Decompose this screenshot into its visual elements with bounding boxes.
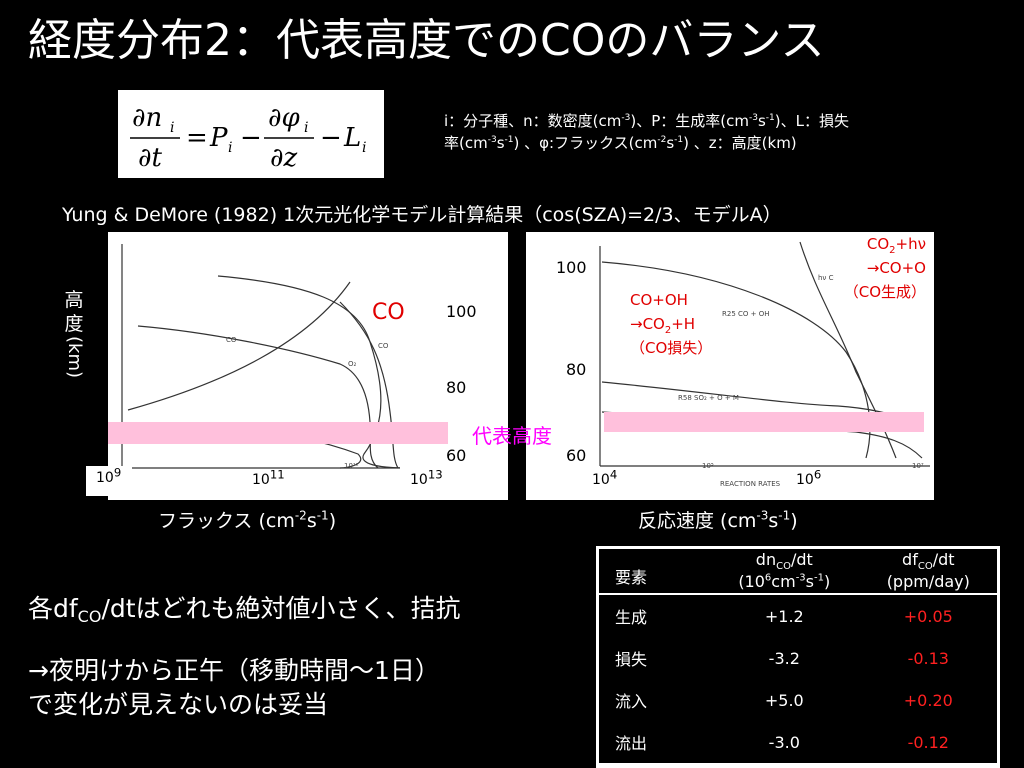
y-tick-80-right: 80 — [566, 360, 587, 379]
y-label-char-2: 度 — [64, 313, 84, 335]
header-dn: dnCO/dt (106cm-3s-1) — [738, 550, 831, 591]
svg-text:=: = — [186, 123, 208, 153]
svg-text:i: i — [304, 120, 308, 136]
svg-text:∂z: ∂z — [270, 143, 297, 173]
conclusion-line-2: →夜明けから正午（移動時間〜1日） — [28, 656, 440, 685]
x-tick-1e9: 109 — [96, 465, 122, 486]
row-df: -0.13 — [907, 648, 949, 668]
production-product: →CO+O — [866, 259, 926, 277]
row-dn: +5.0 — [764, 690, 804, 710]
representative-altitude-band-left — [108, 422, 448, 444]
row-dn: +1.2 — [764, 606, 804, 626]
y-tick-100-left: 100 — [446, 302, 506, 321]
continuity-equation: ∂n i ∂t = P i − ∂φ i ∂z − L i — [118, 90, 384, 178]
row-df: +0.05 — [903, 606, 953, 626]
definitions-line-1: i：分子種、n：数密度(cm-3)、P：生成率(cm-3s-1)、L：損失 — [444, 112, 849, 130]
svg-text:−: − — [320, 123, 342, 153]
svg-text:O₂: O₂ — [348, 360, 357, 368]
svg-text:R58 SO₂ + O + M: R58 SO₂ + O + M — [678, 394, 739, 402]
flux-plot-graphic: CO O₂ CO SO₂ 10¹² — [121, 244, 438, 470]
svg-text:CO: CO — [226, 336, 237, 344]
svg-text:−: − — [240, 123, 262, 153]
conclusion-line-1: 各dfCO/dtはどれも絶対値小さく、拮抗 — [28, 594, 461, 626]
loss-product: →CO2+H — [630, 315, 696, 336]
svg-text:10⁷: 10⁷ — [912, 462, 924, 470]
co-loss-annotation: CO+OH →CO2+H （CO損失） — [630, 288, 713, 360]
svg-text:∂t: ∂t — [138, 143, 162, 173]
table-row: 流入 +5.0 +0.20 — [599, 679, 997, 721]
svg-text:∂φ: ∂φ — [268, 103, 300, 133]
conclusion-line-3: で変化が見えないのは妥当 — [28, 690, 329, 719]
source-caption: Yung & DeMore (1982) 1次元光化学モデル計算結果（cos(S… — [62, 204, 782, 226]
loss-note: （CO損失） — [630, 339, 713, 357]
x-tick-1e6: 106 — [796, 467, 822, 488]
row-dn: -3.0 — [768, 732, 800, 752]
co-balance-table: 要素 dnCO/dt (106cm-3s-1) dfCO/dt (ppm/day) … — [596, 546, 1000, 768]
production-reaction: CO2+hν — [866, 235, 926, 256]
row-dn: -3.2 — [768, 648, 800, 668]
equation-graphic: ∂n i ∂t = P i − ∂φ i ∂z − L i — [130, 103, 366, 173]
y-label-char-1: 高 — [64, 289, 84, 311]
svg-text:L: L — [343, 123, 361, 153]
table-row: 損失 -3.2 -0.13 — [599, 637, 997, 679]
x-tick-box-left-1 — [86, 466, 132, 496]
svg-text:i: i — [362, 140, 366, 156]
variable-definitions: i：分子種、n：数密度(cm-3)、P：生成率(cm-3s-1)、L：損失 率(… — [444, 110, 964, 154]
row-name: 損失 — [615, 650, 648, 670]
production-note: （CO生成） — [843, 283, 926, 301]
header-df: dfCO/dt (ppm/day) — [886, 550, 970, 591]
y-tick-80-left: 80 — [446, 378, 506, 397]
y-tick-100-right: 100 — [556, 258, 587, 277]
altitude-axis-label: 高 度 (km) — [62, 288, 86, 378]
balance-table: 要素 dnCO/dt (106cm-3s-1) dfCO/dt (ppm/day) … — [599, 549, 997, 763]
co-species-label: CO — [372, 300, 405, 325]
table-header-row: 要素 dnCO/dt (106cm-3s-1) dfCO/dt (ppm/day) — [599, 549, 997, 594]
co-production-annotation: CO2+hν →CO+O （CO生成） — [834, 232, 926, 304]
svg-text:REACTION RATES: REACTION RATES — [720, 480, 781, 488]
x-tick-1e4: 104 — [592, 467, 618, 488]
representative-altitude-band-right — [604, 412, 924, 432]
flux-axis-label: フラックス (cm-2s-1) — [158, 508, 337, 532]
representative-altitude-label: 代表高度 — [472, 424, 552, 448]
row-df: -0.12 — [907, 732, 949, 752]
svg-text:P: P — [209, 123, 228, 153]
reaction-rate-axis-label: 反応速度 (cm-3s-1) — [638, 508, 798, 532]
row-name: 流入 — [615, 692, 648, 712]
svg-text:∂n: ∂n — [132, 103, 162, 133]
svg-text:R25 CO + OH: R25 CO + OH — [722, 310, 769, 318]
table-row: 流出 -3.0 -0.12 — [599, 721, 997, 763]
y-label-unit: (km) — [64, 336, 85, 379]
flux-plot: CO O₂ CO SO₂ 10¹² — [108, 232, 508, 500]
row-df: +0.20 — [903, 690, 953, 710]
row-name: 生成 — [615, 608, 648, 628]
slide-title: 経度分布2：代表高度でのCOのバランス — [28, 15, 825, 66]
row-name: 流出 — [615, 734, 648, 753]
table-row: 生成 +1.2 +0.05 — [599, 594, 997, 637]
x-tick-1e13: 1013 — [410, 467, 443, 488]
loss-reaction: CO+OH — [630, 291, 688, 309]
conclusion-text: 各dfCO/dtはどれも絶対値小さく、拮抗 →夜明けから正午（移動時間〜1日） … — [28, 592, 588, 722]
svg-text:i: i — [228, 140, 232, 156]
definitions-line-2: 率(cm-3s-1) 、φ:フラックス(cm-2s-1) 、z：高度(km) — [444, 134, 797, 152]
svg-text:10⁵: 10⁵ — [702, 462, 714, 470]
y-tick-60-right: 60 — [566, 446, 596, 465]
header-element: 要素 — [615, 568, 648, 587]
svg-text:CO: CO — [378, 342, 389, 350]
svg-text:i: i — [170, 120, 174, 136]
x-tick-box-left-3 — [400, 466, 466, 496]
svg-text:10¹²: 10¹² — [344, 462, 359, 470]
x-tick-1e11: 1011 — [252, 467, 285, 488]
y-tick-60-left: 60 — [446, 446, 476, 465]
